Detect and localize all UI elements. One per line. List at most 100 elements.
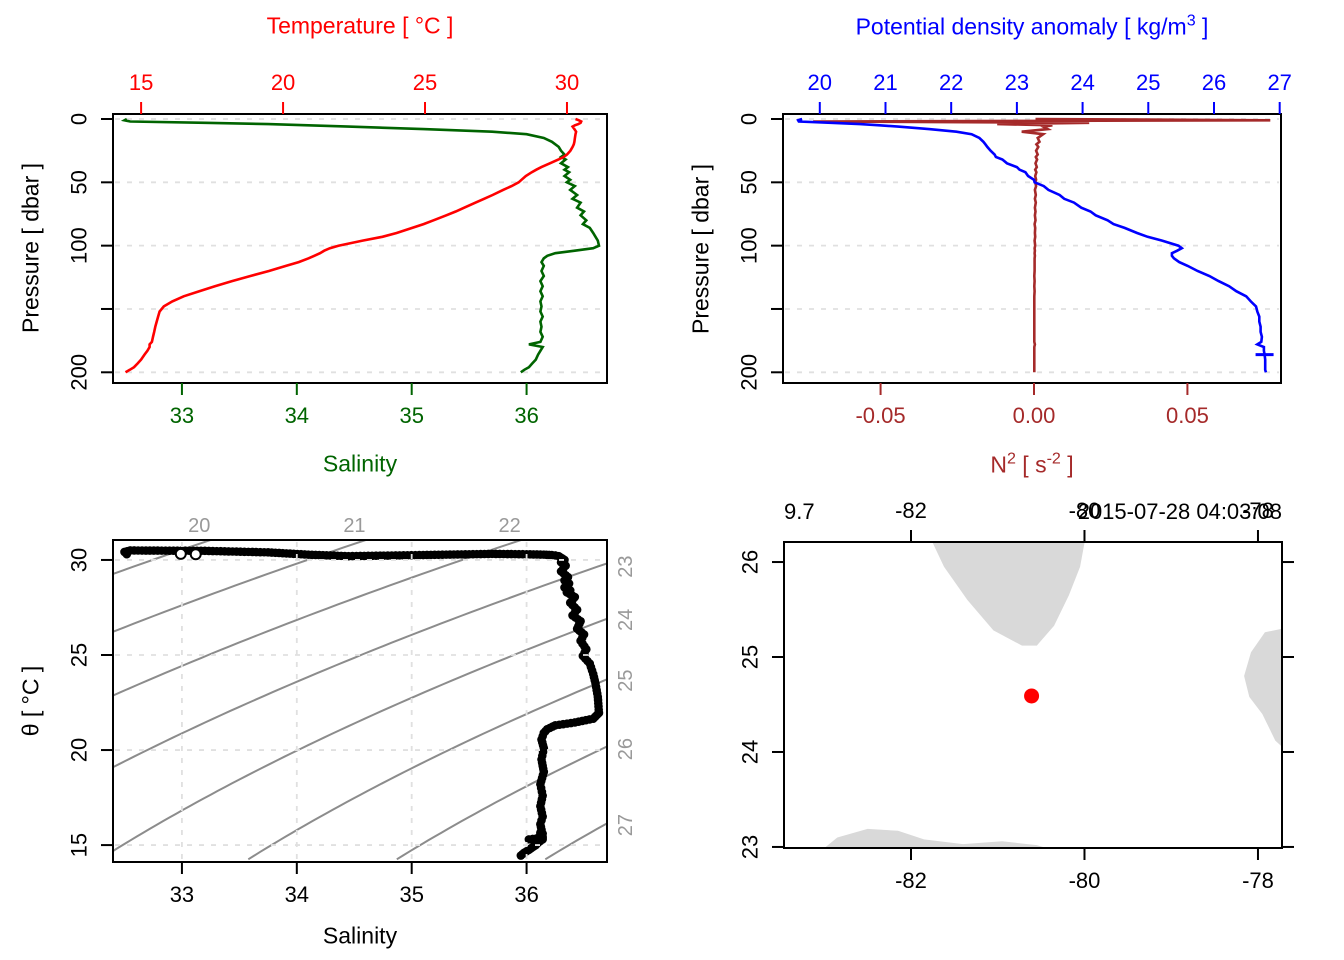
pressure-axis-title-left: Pressure [ dbar ] [18,163,45,333]
tick-label: 33 [170,882,194,907]
map-distance-label: 9.7 [784,499,815,525]
salinity-curve [120,117,601,374]
tick-label: -0.05 [855,403,905,428]
ts-layer [113,540,607,861]
tick-label: 36 [514,403,538,428]
station-dot [1024,688,1040,704]
hydro-series-layer [120,117,601,374]
isopycnal-contour [113,540,522,697]
map-distance-label-text: 9.7 [784,499,815,524]
tick-label: 20 [67,738,92,762]
tick-label: 33 [170,403,194,428]
n2-axis-title: N2 [ s-2 ] [990,450,1073,479]
n2-axis-title-base: N [990,451,1007,478]
tick-label: 21 [873,70,897,95]
n2-axis-title-sup: 2 [1006,449,1016,468]
tick-label: 36 [514,882,538,907]
tick-label: -82 [895,868,927,893]
tick-label: 26 [615,738,637,760]
land-polygon [1244,628,1282,747]
density-axis-title-post: ] [1195,13,1209,40]
plot-box [782,113,1282,384]
tick-label: 200 [67,354,92,391]
tick-label: 25 [413,70,437,95]
tick-label: 20 [808,70,832,95]
density-axis-title-sup: 3 [1186,11,1196,30]
land-polygon [932,542,1085,646]
panel-ts: 20 21 22 23 24 25 26 27 33 34 35 36 15 20 25 30 [67,515,637,907]
tick-label: 23 [615,555,637,577]
tick-label: 200 [737,354,762,391]
isopycnal-contour [247,678,607,861]
tick-label: 50 [737,170,762,194]
tick-label: 23 [738,835,763,859]
tick-label: 25 [615,670,637,692]
pressure-axis-title-right: Pressure [ dbar ] [688,164,715,334]
theta-axis-title-text: θ [ °C ] [17,665,44,737]
ts-scatter [120,546,604,860]
tick-label: 24 [738,740,763,764]
tick-label: 25 [67,643,92,667]
tick-label: 35 [399,403,423,428]
isopycnal-contour [544,822,607,861]
tick-label: 34 [285,882,309,907]
land-polygon [824,828,1047,848]
temperature-curve [124,117,583,374]
tick-label: 0.05 [1166,403,1209,428]
tick-label: 21 [343,515,365,537]
tick-label: 30 [67,548,92,572]
tick-label: 0.00 [1013,403,1056,428]
temperature-axis-title-text: Temperature [ °C ] [266,12,454,39]
panel-hydro: 15 20 25 30 33 34 35 36 0 50 100 200 [67,70,608,428]
map-layer [824,542,1282,848]
pressure-axis-title-right-text: Pressure [ dbar ] [687,163,714,335]
sigma-theta-curve [796,117,1268,373]
tick-label: -80 [1069,498,1101,523]
ts-salinity-axis-title-text: Salinity [322,922,398,949]
isopycnal-contour [113,562,607,769]
tick-label: 22 [499,515,521,537]
tick-label: 20 [271,70,295,95]
tick-label: 35 [399,882,423,907]
tick-label: 22 [939,70,963,95]
n2-axis-title-sup2: -2 [1046,449,1061,468]
n2-axis-title-mid: [ s [1015,451,1047,478]
temperature-axis-title: Temperature [ °C ] [267,13,454,40]
tick-label: 15 [129,70,153,95]
theta-axis-title: θ [ °C ] [18,666,45,737]
tick-label: 30 [555,70,579,95]
tick-label: 34 [285,403,309,428]
density-series-layer [796,117,1274,373]
ts-point [516,851,526,860]
n2-axis-title-post: ] [1060,451,1074,478]
salinity-axis-title: Salinity [323,451,397,478]
tick-label: 25 [1136,70,1160,95]
tick-label: 50 [67,170,92,194]
ts-flagged-point [174,547,187,560]
tick-label: 27 [615,814,637,836]
tick-label: 26 [1202,70,1226,95]
tick-label: 27 [1267,70,1291,95]
tick-label: -78 [1242,498,1274,523]
plot-box [112,113,608,384]
plot-box [112,539,608,863]
tick-label: 0 [737,113,762,125]
tick-label: 0 [67,113,92,125]
tick-label: 15 [67,833,92,857]
panel-density: 20 21 22 23 24 25 26 27 -0.05 0.00 0.05 0 50 100 200 [737,70,1292,428]
ts-salinity-axis-title: Salinity [323,923,397,950]
tick-label: 20 [188,515,210,537]
tick-label: 25 [738,645,763,669]
tick-label: 24 [615,609,637,631]
ts-flagged-point [189,548,202,561]
density-axis-title: Potential density anomaly [ kg/m3 ] [856,12,1209,41]
pressure-axis-title-left-text: Pressure [ dbar ] [17,162,44,334]
tick-label: -80 [1069,868,1101,893]
tick-label: -78 [1242,868,1274,893]
plot-box [783,541,1283,849]
tick-label: 23 [1005,70,1029,95]
map-datetime-label-text: 2015-07-28 04:03:08 [1077,499,1282,524]
density-axis-title-pre: Potential density anomaly [ kg/m [855,13,1187,40]
